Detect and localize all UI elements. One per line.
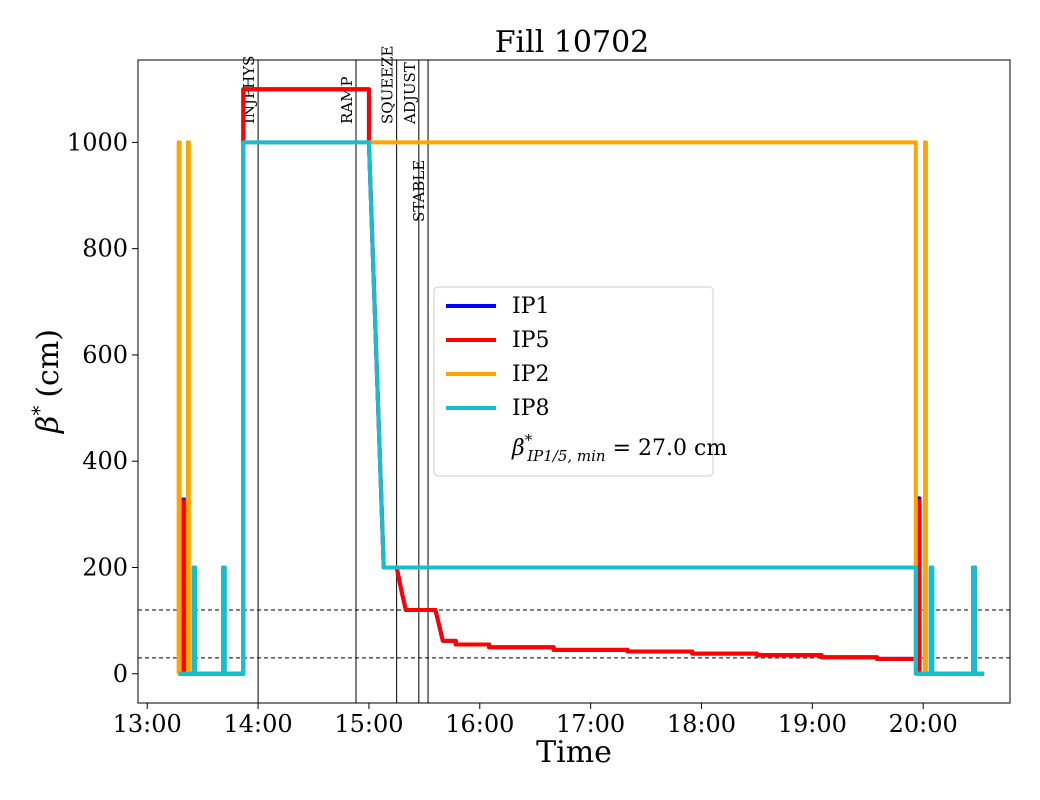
x-tick-label: 15:00 [334,710,403,738]
series-layer [176,87,985,676]
y-tick-label: 800 [82,235,128,263]
y-axis: 0 200 400 600 800 1000 [67,128,138,688]
plot-frame [137,59,1011,704]
legend-label: IP1 [512,294,550,319]
x-tick-label: 17:00 [556,710,625,738]
y-tick-label: 0 [113,660,128,688]
x-tick-label: 19:00 [778,710,847,738]
y-tick-label: 400 [82,447,128,475]
y-tick-label: 1000 [67,128,128,156]
legend-box [433,286,714,477]
y-axis-label-sup: * [27,406,51,416]
y-tick-label: 600 [82,341,128,369]
series-line [178,87,985,676]
legend-beta-sub: IP1/5, min [526,447,605,465]
phase-label: RAMP [338,76,356,124]
legend-items: IP1 IP5 IP2 IP8 [446,294,550,421]
x-axis: 13:00 14:00 15:00 16:00 17:00 18:00 19:00 20:00 [113,703,958,738]
legend-label: IP8 [512,396,550,421]
phase-label: STABLE [410,160,428,222]
x-tick-label: 16:00 [445,710,514,738]
phase-label: ADJUST [401,62,419,125]
chart-title: Fill 10702 [495,25,650,60]
y-axis-label-unit: (cm) [31,329,66,398]
legend-label: IP5 [512,328,550,353]
legend: IP1 IP5 IP2 IP8 β* IP1/5, min = 27.0 cm [433,286,727,477]
legend-beta-min: β* IP1/5, min = 27.0 cm [511,431,727,465]
y-axis-label-symbol: β [31,416,66,434]
legend-beta-sup: * [525,431,533,449]
y-tick-label: 200 [82,553,128,581]
x-tick-label: 14:00 [223,710,292,738]
phase-label: SQUEEZE [379,46,397,125]
x-tick-label: 18:00 [667,710,736,738]
x-tick-label: 13:00 [113,710,182,738]
series-line [178,140,985,676]
x-axis-label: Time [536,735,612,770]
legend-beta-symbol: β [511,436,525,461]
x-tick-label: 20:00 [889,710,958,738]
legend-beta-value: = 27.0 cm [606,436,728,461]
legend-label: IP2 [512,362,550,387]
y-axis-label: β* (cm) [27,329,66,434]
threshold-lines [138,609,1010,659]
